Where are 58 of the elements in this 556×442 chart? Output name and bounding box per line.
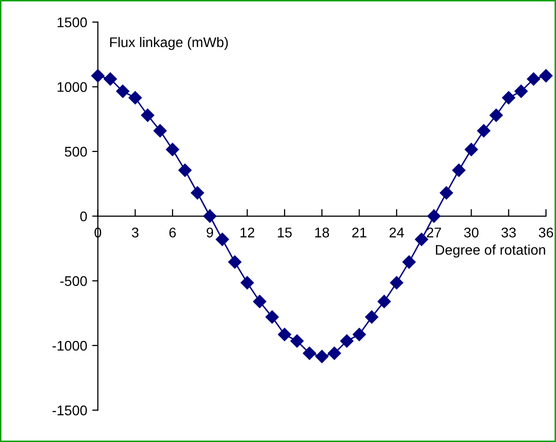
point [477,124,490,138]
point [440,186,453,200]
point [490,108,503,122]
point [203,210,216,223]
x-tick-label: 24 [390,228,404,238]
point [464,142,478,156]
x-tick-label: 30 [464,228,478,238]
point [253,294,266,308]
x-tick-label: 3 [132,228,138,238]
x-tick-label: 21 [352,228,366,238]
x-tick-label: 27 [426,228,441,238]
x-axis-title: Degree of rotation [436,244,546,258]
point [352,328,366,342]
x-tick-label: 6 [169,228,176,238]
point [365,310,378,324]
point [414,232,428,246]
x-tick-label: 15 [278,228,292,238]
point [116,84,130,98]
x-tick-label: 36 [538,228,554,238]
point [104,72,117,86]
y-axis-title: Flux linkage (mWb) [110,36,228,50]
point [302,346,316,360]
y-tick-label: 1000 [58,82,87,92]
point [178,164,192,177]
point [328,346,341,360]
point [514,84,528,98]
point [402,255,416,269]
x-tick-label: 12 [240,228,254,238]
point [502,91,516,104]
x-tick-label: 33 [501,228,516,238]
point [91,69,104,82]
x-tick-label: 9 [206,228,214,238]
point [390,276,404,290]
y-tick-label: -500 [60,276,87,286]
point [266,310,279,324]
y-tick-label: 0 [80,211,87,222]
point [427,210,441,223]
point [228,255,242,269]
y-tick-label: -1500 [52,406,87,416]
point [154,124,167,138]
point [315,350,329,364]
x-tick-label: 18 [315,228,330,238]
point [141,108,154,122]
point [216,232,229,246]
point [290,334,304,348]
y-tick-label: -1000 [52,340,87,351]
point [452,164,466,177]
point [128,91,142,104]
point [539,69,553,82]
point [278,328,292,342]
y-tick-label: 1500 [58,17,87,28]
y-tick-label: 500 [64,146,87,157]
point [240,276,254,290]
point [526,72,540,86]
point [340,334,354,348]
point [190,186,204,200]
point [166,142,180,156]
point [378,294,391,308]
